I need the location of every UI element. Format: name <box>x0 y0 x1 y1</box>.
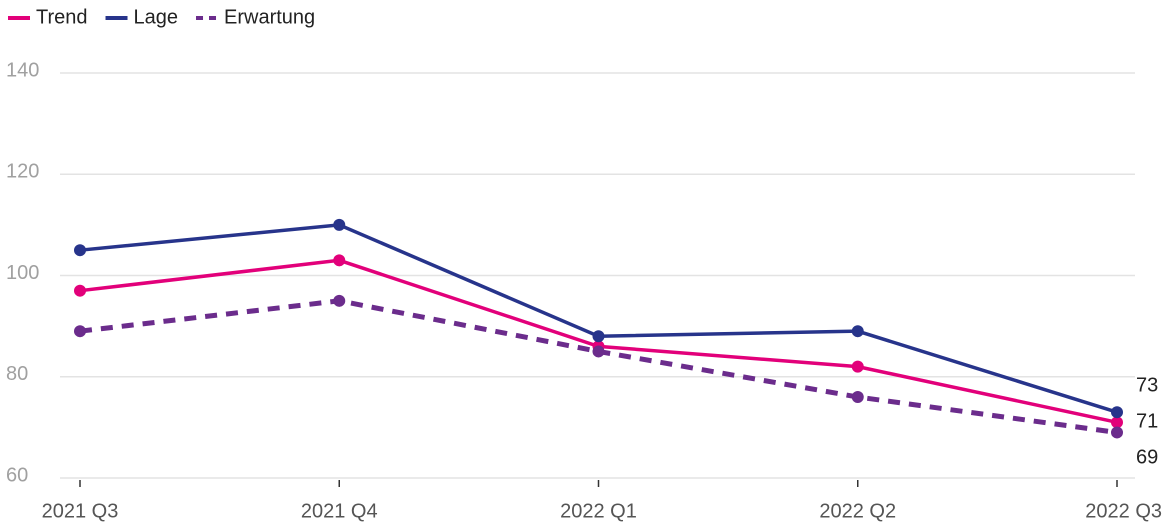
legend-label: Trend <box>36 6 88 28</box>
x-tick-label: 2021 Q3 <box>42 500 119 522</box>
data-point <box>333 294 346 307</box>
y-tick-label: 60 <box>6 464 28 486</box>
end-label: 69 <box>1136 447 1158 469</box>
data-point <box>1111 406 1123 419</box>
series-line <box>79 223 1118 414</box>
end-label: 71 <box>1136 411 1158 433</box>
data-point <box>74 325 86 338</box>
legend-label: Erwartung <box>224 6 315 28</box>
data-point <box>1111 416 1123 429</box>
data-point <box>74 284 86 297</box>
y-tick-label: 140 <box>6 59 39 81</box>
data-point <box>333 254 346 267</box>
x-tick-label: 2022 Q3 <box>1085 500 1162 522</box>
data-point <box>74 244 86 257</box>
data-point <box>851 360 864 373</box>
y-tick-label: 80 <box>6 363 28 385</box>
x-tick-label: 2022 Q2 <box>819 500 896 522</box>
y-tick-label: 120 <box>6 161 39 183</box>
y-tick-label: 100 <box>6 262 39 284</box>
end-label: 73 <box>1136 375 1158 397</box>
data-point <box>333 218 346 231</box>
x-tick-label: 2021 Q4 <box>301 500 378 522</box>
data-point <box>1111 426 1123 439</box>
legend-label: Lage <box>134 6 179 28</box>
data-point <box>592 345 605 358</box>
data-point <box>851 325 864 338</box>
series-line <box>79 298 1118 435</box>
data-point <box>851 391 864 403</box>
data-point <box>592 330 605 343</box>
x-tick-label: 2022 Q1 <box>560 500 637 522</box>
